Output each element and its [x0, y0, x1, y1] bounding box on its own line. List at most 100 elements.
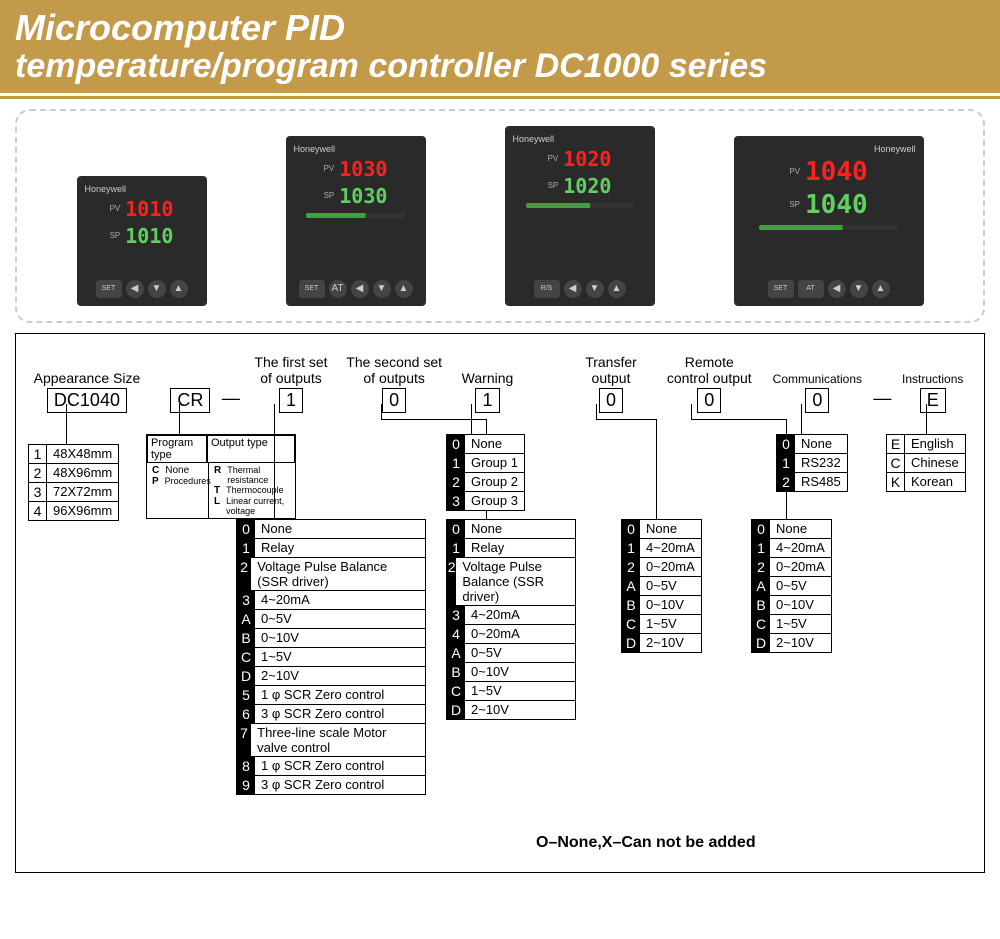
option-row: 248X96mm — [29, 464, 118, 483]
option-row: CChinese — [887, 454, 965, 473]
connector — [926, 404, 927, 434]
option-key: 1 — [447, 454, 465, 472]
sp-value: 1010 — [125, 224, 173, 248]
option-key: C — [752, 615, 770, 633]
option-key: D — [752, 634, 770, 652]
option-row: 1Relay — [447, 539, 575, 558]
button-row: SET◀▼▲ — [96, 280, 188, 298]
option-key: 9 — [237, 776, 255, 794]
option-value: 0~20mA — [465, 625, 526, 643]
option-row: B0~10V — [752, 596, 831, 615]
option-key: 3 — [29, 483, 47, 501]
option-key: 1 — [777, 454, 795, 472]
connector — [691, 404, 692, 419]
option-value: 0~10V — [640, 596, 690, 614]
option-row: B0~10V — [447, 663, 575, 682]
option-row: C1~5V — [752, 615, 831, 634]
option-value: Group 1 — [465, 454, 524, 472]
option-value: None — [465, 435, 508, 453]
dash: — — [871, 388, 893, 409]
option-row: 34~20mA — [237, 591, 425, 610]
option-value: Group 3 — [465, 492, 524, 510]
option-value: 2~10V — [465, 701, 515, 719]
option-row: 372X72mm — [29, 483, 118, 502]
option-key: 8 — [237, 757, 255, 775]
option-row: 14~20mA — [752, 539, 831, 558]
output2-options: 0None1Relay2Voltage Pulse Balance (SSR d… — [446, 519, 576, 720]
option-row: 2RS485 — [777, 473, 847, 491]
option-value: 0~10V — [465, 663, 515, 681]
option-row: 93 φ SCR Zero control — [237, 776, 425, 794]
option-value: 0~20mA — [640, 558, 701, 576]
option-key: 5 — [237, 686, 255, 704]
option-value: 0~5V — [770, 577, 813, 595]
title-line2: temperature/program controller DC1000 se… — [15, 48, 985, 85]
connector — [596, 404, 597, 419]
option-key: 1 — [622, 539, 640, 557]
option-row: 0None — [237, 520, 425, 539]
col-label-output1: The first setof outputs — [254, 346, 327, 386]
option-row: 2Voltage Pulse Balance (SSR driver) — [447, 558, 575, 606]
brand-label: Honeywell — [874, 144, 916, 154]
col-label-comms: Communications — [773, 346, 862, 386]
up-button: ▲ — [170, 280, 188, 298]
option-key: 3 — [447, 606, 465, 624]
appearance-options: 148X48mm248X96mm372X72mm496X96mm — [28, 444, 119, 521]
option-row: 1RS232 — [777, 454, 847, 473]
option-value: Relay — [255, 539, 300, 557]
progress-bar — [306, 213, 405, 218]
output-type-header: Output type — [207, 435, 295, 463]
option-value: English — [905, 435, 960, 453]
sp-value: 1040 — [805, 190, 868, 220]
pv-value: 1040 — [805, 157, 868, 187]
option-key: 0 — [237, 520, 255, 538]
option-value: None — [795, 435, 838, 453]
option-key: 7 — [237, 724, 251, 756]
connector — [801, 404, 802, 434]
option-value: 0~20mA — [770, 558, 831, 576]
code-output2: 0 — [382, 388, 406, 413]
progress-bar — [526, 203, 633, 208]
warning-options: 0None1Group 12Group 23Group 3 — [446, 434, 525, 511]
ordering-diagram: Appearance Size DC1040 CR — The first se… — [15, 333, 985, 873]
option-row: 0None — [622, 520, 701, 539]
instr-options: EEnglishCChineseKKorean — [886, 434, 966, 492]
option-row: EEnglish — [887, 435, 965, 454]
option-value: 4~20mA — [640, 539, 701, 557]
program-type-header: Program type — [147, 435, 207, 463]
option-row: 51 φ SCR Zero control — [237, 686, 425, 705]
option-row: A0~5V — [752, 577, 831, 596]
option-key: K — [887, 473, 905, 491]
option-value: 0~10V — [770, 596, 820, 614]
option-key: 2 — [29, 464, 47, 482]
option-row: 14~20mA — [622, 539, 701, 558]
set-button: SET — [768, 280, 794, 298]
pv-label: PV — [324, 164, 335, 173]
option-value: None — [640, 520, 683, 538]
option-value: Group 2 — [465, 473, 524, 491]
sp-label: SP — [789, 200, 800, 209]
option-value: None — [770, 520, 813, 538]
brand-label: Honeywell — [85, 184, 127, 194]
option-value: 4~20mA — [770, 539, 831, 557]
option-key: C — [887, 454, 905, 472]
option-value: 3 φ SCR Zero control — [255, 776, 390, 794]
code-cr: CR — [170, 388, 210, 413]
option-row: C1~5V — [447, 682, 575, 701]
button-row: SETAT◀▼▲ — [299, 280, 413, 298]
option-row: 63 φ SCR Zero control — [237, 705, 425, 724]
option-row: 148X48mm — [29, 445, 118, 464]
option-row: KKorean — [887, 473, 965, 491]
sp-value: 1030 — [339, 184, 387, 208]
option-key: A — [622, 577, 640, 595]
option-value: 1~5V — [640, 615, 683, 633]
option-row: A0~5V — [237, 610, 425, 629]
at-button: AT — [329, 280, 347, 298]
col-label-transfer: Transferoutput — [585, 346, 637, 386]
col-label-remote: Remotecontrol output — [667, 346, 752, 386]
option-value: 2~10V — [640, 634, 690, 652]
products-panel: Honeywell PV1010 SP1010 SET◀▼▲ Honeywell… — [15, 109, 985, 323]
option-key: 0 — [447, 520, 465, 538]
connector — [691, 419, 786, 420]
code-remote: 0 — [697, 388, 721, 413]
